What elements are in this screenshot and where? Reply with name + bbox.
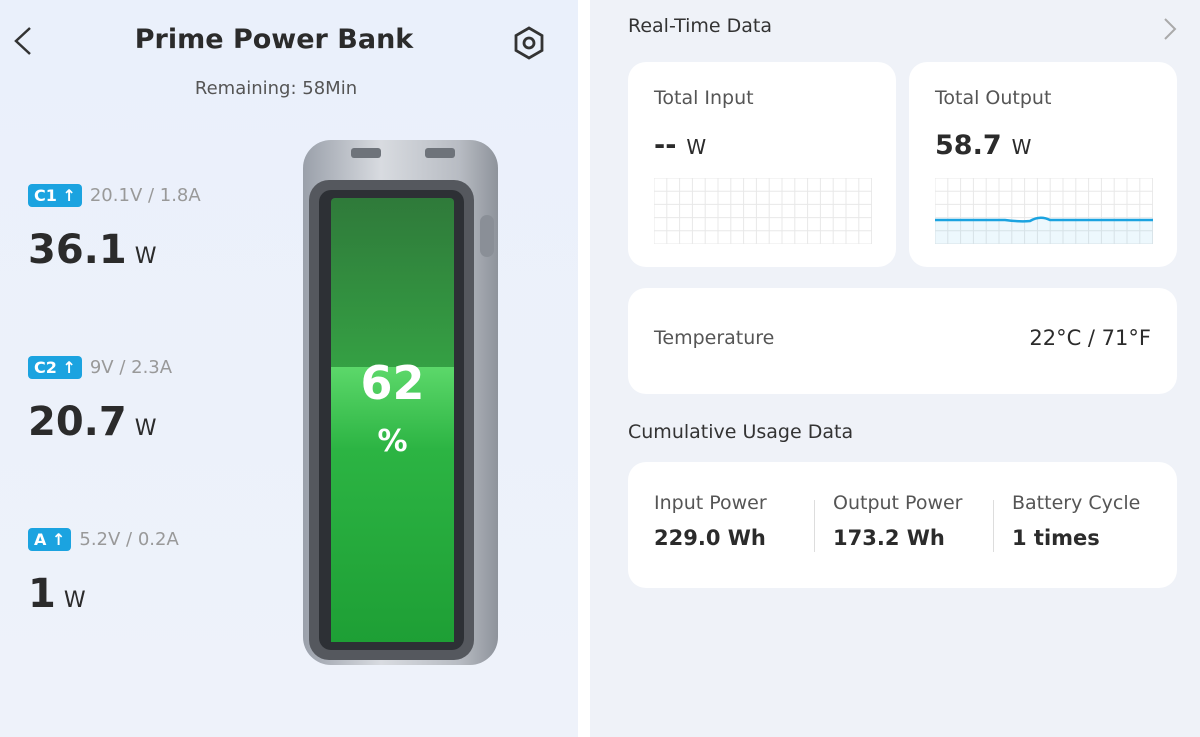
port-badge: C1 ↑ (28, 184, 82, 207)
port-badge: C2 ↑ (28, 356, 82, 379)
output-graph (935, 178, 1153, 244)
battery-percent: 62 (360, 356, 425, 410)
input-graph (654, 178, 872, 244)
port-c2: C2 ↑ 9V / 2.3A 20.7 W (28, 356, 172, 445)
total-output-value: 58.7 W (935, 130, 1032, 161)
port-watts: 36.1 W (28, 227, 157, 273)
port-badge: A ↑ (28, 528, 72, 551)
output-power: Output Power 173.2 Wh (833, 492, 963, 550)
port-c1: C1 ↑ 20.1V / 1.8A 36.1 W (28, 184, 201, 273)
temperature-card: Temperature 22°C / 71°F (628, 288, 1177, 394)
cumulative-title: Cumulative Usage Data (628, 421, 854, 443)
battery-level: 62 % (331, 198, 454, 642)
page-title: Prime Power Bank (134, 24, 414, 55)
cumulative-card: Input Power 229.0 Wh Output Power 173.2 Wh… (628, 462, 1177, 588)
chevron-right-icon[interactable] (1162, 16, 1178, 42)
port-watts: 20.7 W (28, 399, 157, 445)
back-icon[interactable] (12, 26, 34, 56)
percent-sign: % (377, 424, 408, 459)
data-panel: Real-Time Data Total Input -- W Total Out… (590, 0, 1200, 737)
total-output-card[interactable]: Total Output 58.7 W (909, 62, 1177, 267)
total-input-label: Total Input (654, 87, 754, 109)
realtime-title: Real-Time Data (628, 15, 772, 37)
power-bank-image: 62 % (303, 140, 498, 665)
output-line (935, 216, 1153, 223)
total-output-label: Total Output (935, 87, 1052, 109)
settings-icon[interactable] (512, 26, 546, 60)
port-voltage-current: 5.2V / 0.2A (79, 529, 179, 550)
input-power: Input Power 229.0 Wh (654, 492, 767, 550)
port-voltage-current: 9V / 2.3A (89, 357, 173, 378)
device-panel: Prime Power Bank Remaining: 58Min C1 ↑ 20… (0, 0, 578, 737)
total-input-card[interactable]: Total Input -- W (628, 62, 896, 267)
total-input-value: -- W (654, 130, 707, 161)
temperature-value: 22°C / 71°F (1029, 326, 1151, 350)
temperature-label: Temperature (654, 327, 775, 349)
remaining-time: Remaining: 58Min (194, 78, 358, 99)
power-button-graphic (480, 215, 494, 257)
battery-cycle: Battery Cycle 1 times (1012, 492, 1141, 550)
port-voltage-current: 20.1V / 1.8A (89, 185, 201, 206)
